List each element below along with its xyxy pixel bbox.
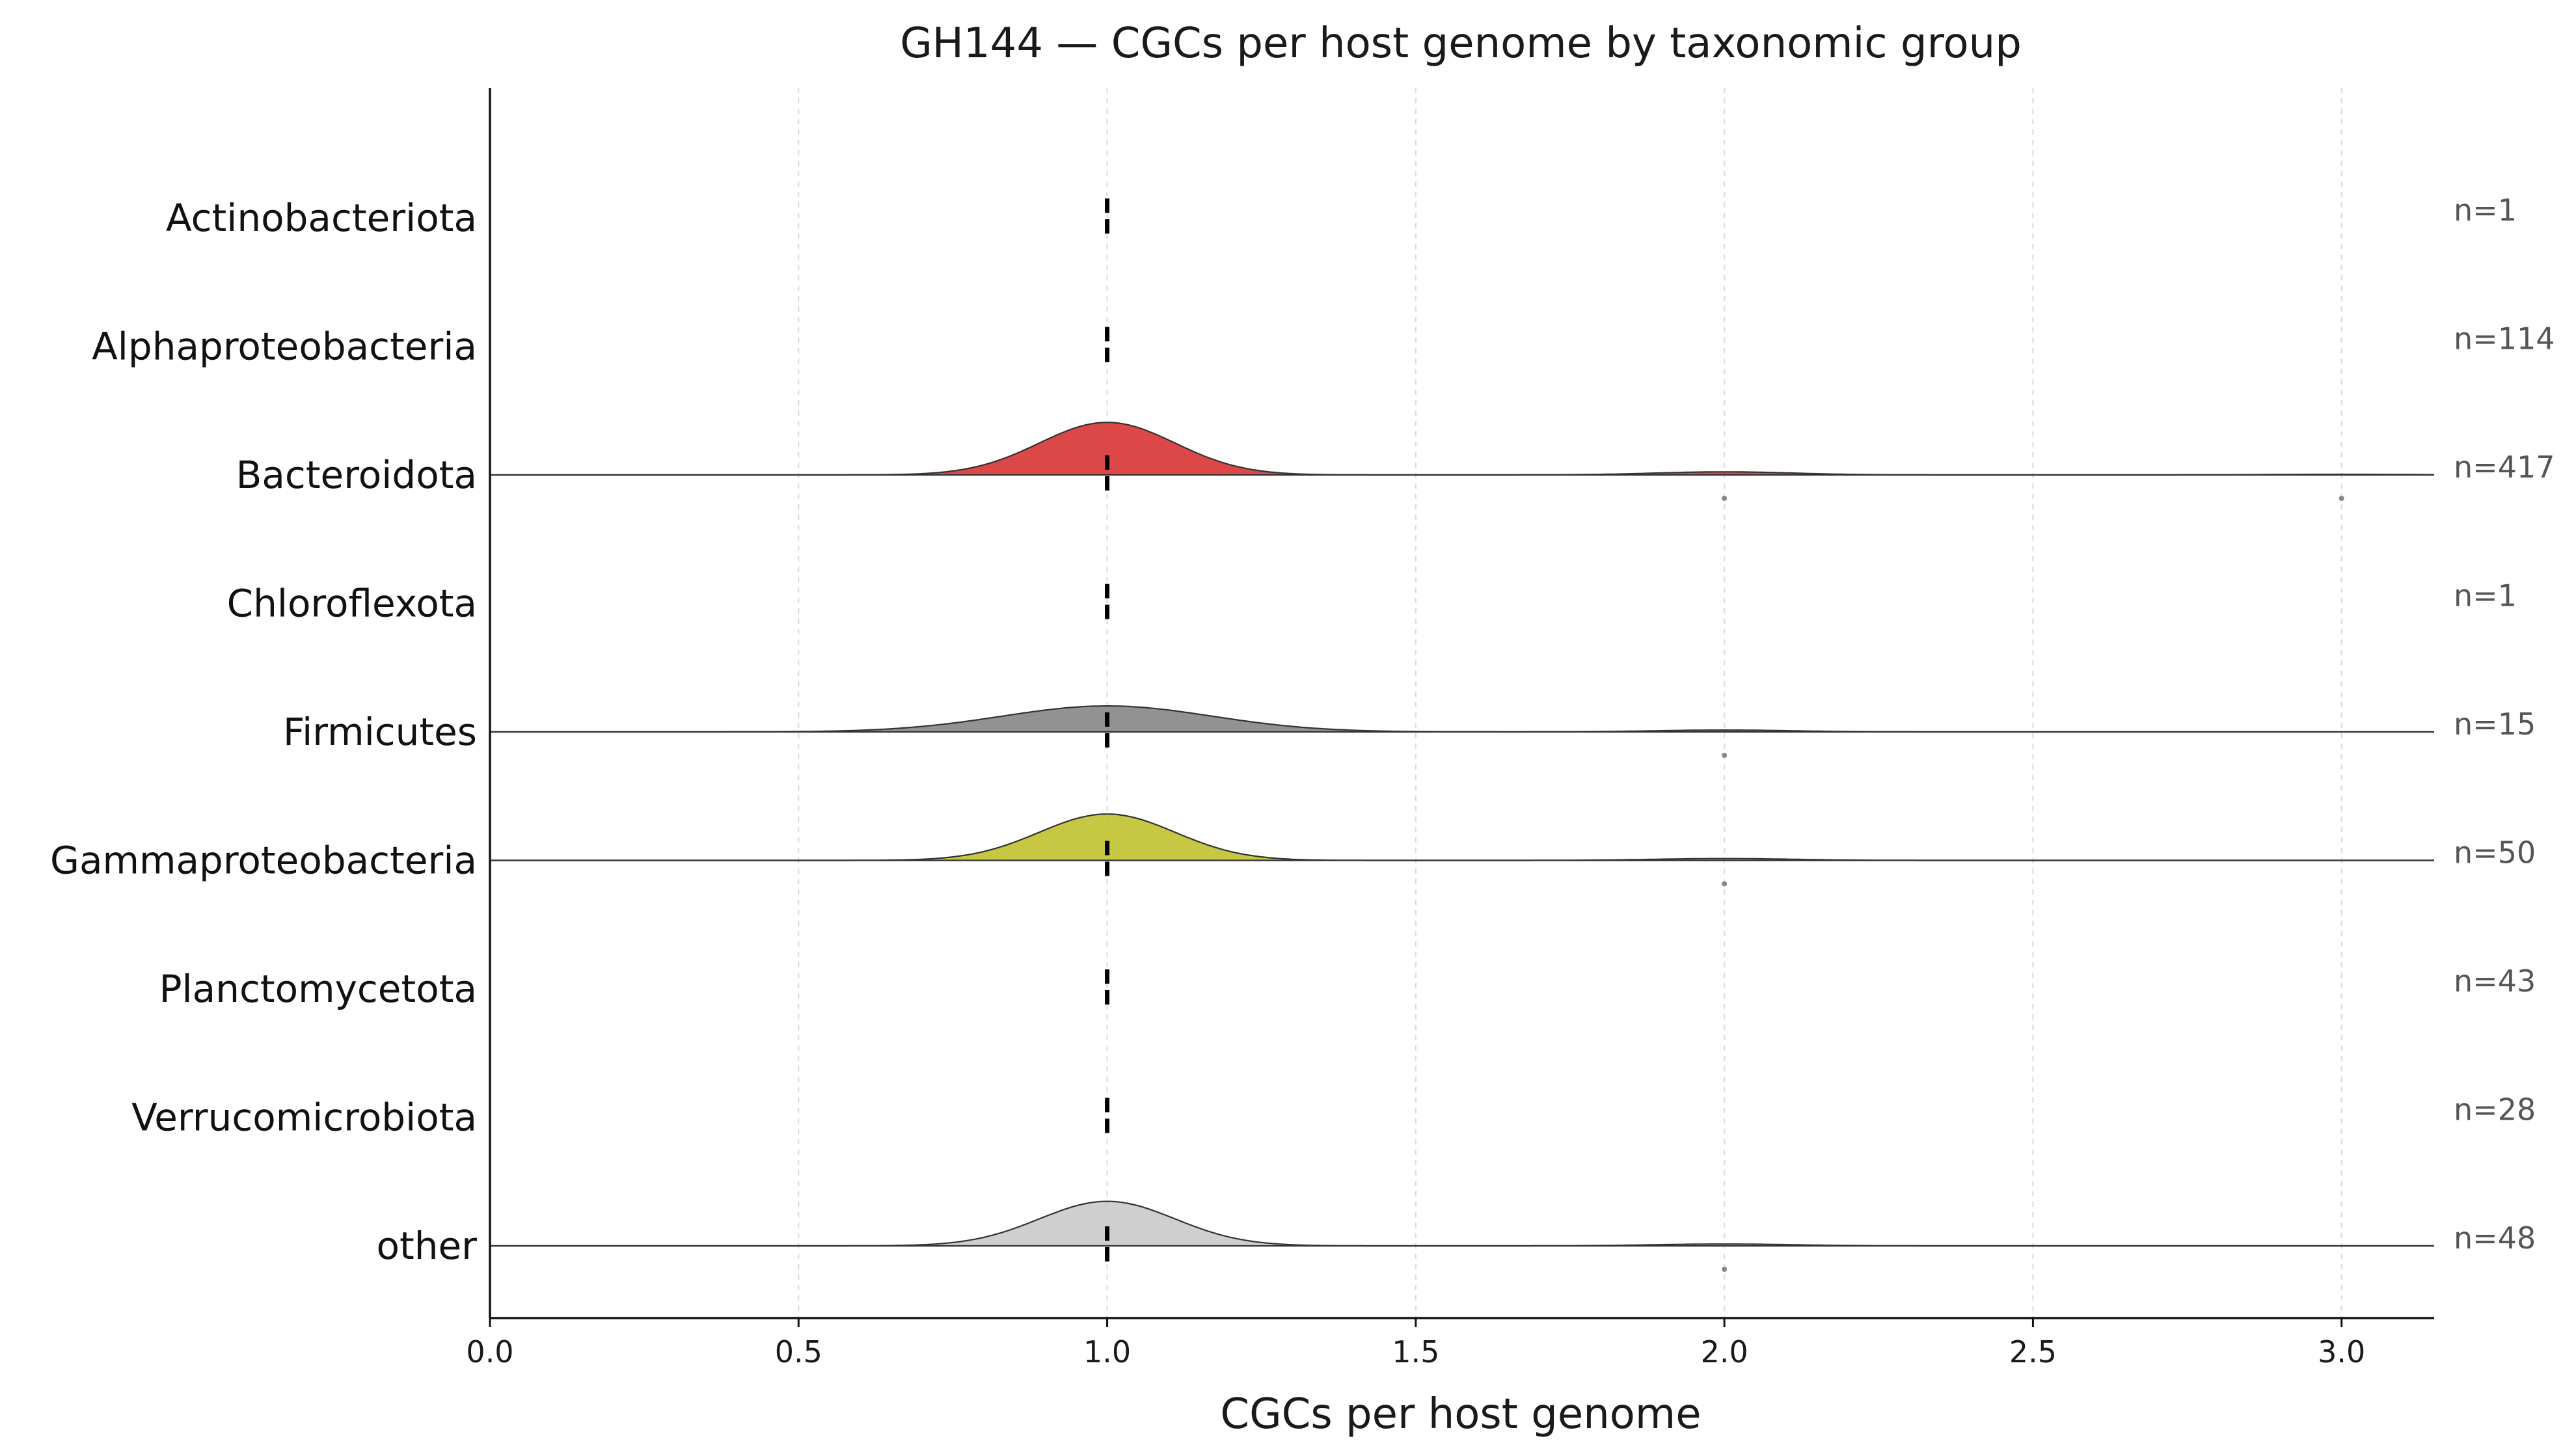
category-label: Firmicutes [283, 710, 477, 754]
axes [489, 88, 2434, 1319]
category-label: Bacteroidota [236, 453, 477, 497]
x-tick-label: 0.0 [466, 1334, 513, 1369]
chart-title: GH144 — CGCs per host genome by taxonomi… [900, 20, 2022, 68]
count-label: n=417 [2454, 450, 2555, 485]
x-tick-label: 2.5 [2009, 1334, 2057, 1369]
count-label: n=15 [2454, 707, 2536, 742]
x-gridlines [489, 88, 2342, 1318]
density-fill [490, 814, 2434, 861]
count-label: n=43 [2454, 964, 2536, 999]
count-label: n=48 [2454, 1220, 2536, 1256]
count-label: n=1 [2454, 193, 2517, 228]
x-tick-label: 0.5 [775, 1334, 822, 1369]
outlier-point [2339, 496, 2344, 501]
density-fill [490, 706, 2434, 732]
outlier-point [1722, 1267, 1728, 1272]
density-outline [490, 1200, 2434, 1247]
density-fill [490, 422, 2434, 475]
outlier-point [1722, 881, 1728, 887]
count-label: n=50 [2454, 835, 2536, 870]
ridges: Actinobacteriota n=1 Alphaproteobacteria n=… [50, 193, 2555, 1272]
category-label: Planctomycetota [159, 967, 477, 1011]
density-outline [490, 813, 2434, 861]
category-label: Alphaproteobacteria [92, 325, 477, 369]
outlier-point [1722, 496, 1728, 501]
outlier-point [1722, 753, 1728, 758]
category-label: Gammaproteobacteria [50, 839, 477, 883]
category-label: Verrucomicrobiota [131, 1096, 477, 1140]
count-label: n=28 [2454, 1092, 2536, 1127]
category-label: Actinobacteriota [166, 196, 477, 240]
density-outline [490, 705, 2434, 733]
x-axis-label: CGCs per host genome [1220, 1390, 1701, 1438]
x-tick-label: 2.0 [1701, 1334, 1748, 1369]
density-outline [490, 422, 2434, 476]
density-fill [490, 1201, 2434, 1246]
category-label: Chloroflexota [227, 582, 477, 626]
x-tick-label: 3.0 [2318, 1334, 2365, 1369]
x-ticks: 0.0 0.5 1.0 1.5 2.0 2.5 3.0 [466, 1318, 2365, 1369]
x-tick-label: 1.5 [1392, 1334, 1439, 1369]
category-label: other [376, 1224, 477, 1268]
x-tick-label: 1.0 [1083, 1334, 1131, 1369]
count-label: n=114 [2454, 321, 2555, 357]
count-label: n=1 [2454, 578, 2517, 613]
